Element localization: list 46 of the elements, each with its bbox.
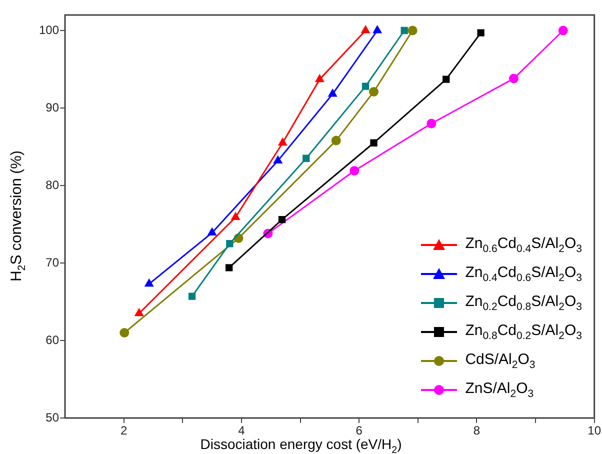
point — [426, 118, 436, 128]
legend-label: CdS/Al$_{2}$O$_{3}$ — [465, 350, 536, 370]
point — [477, 29, 484, 36]
legend-label: ZnS/Al$_{2}$O$_{3}$ — [465, 380, 534, 400]
y-tick-label: 80 — [46, 178, 60, 192]
point — [188, 292, 196, 300]
x-tick-label: 8 — [473, 424, 480, 438]
point — [278, 138, 287, 146]
point — [442, 76, 450, 83]
point — [350, 166, 360, 176]
x-tick-label: 4 — [238, 424, 246, 438]
point — [231, 212, 240, 220]
point — [370, 139, 378, 146]
point — [361, 26, 370, 34]
y-tick-label: 90 — [46, 100, 60, 114]
x-tick-label: 6 — [356, 424, 363, 438]
y-tick-label: 50 — [46, 410, 60, 424]
point — [226, 240, 234, 248]
point — [120, 328, 130, 338]
point — [328, 89, 337, 97]
point — [558, 26, 568, 36]
legend-label: Zn$_{0.8}$Cd$_{0.2}$S/Al$_{2}$O$_{3}$ — [465, 322, 582, 342]
point — [373, 26, 382, 34]
legend-label: Zn$_{0.6}$Cd$_{0.4}$S/Al$_{2}$O$_{3}$ — [465, 234, 582, 254]
y-tick-label: 100 — [38, 22, 60, 37]
legend-label: Zn$_{0.4}$Cd$_{0.6}$S/Al$_{2}$O$_{3}$ — [465, 264, 582, 284]
point — [226, 264, 233, 272]
legend-label: Zn$_{0.2}$Cd$_{0.8}$S/Al$_{2}$O$_{3}$ — [465, 292, 582, 312]
point — [362, 82, 370, 90]
point — [134, 308, 144, 316]
point — [315, 74, 324, 82]
y-tick-label: 60 — [46, 332, 60, 347]
point — [408, 26, 418, 36]
point — [278, 216, 286, 224]
x-tick-label: 2 — [120, 424, 128, 438]
point — [208, 228, 216, 236]
y-tick-label: 70 — [46, 255, 60, 270]
point — [369, 86, 379, 96]
x-axis-title: Dissociation energy cost (eV/H$_{2}$) — [199, 436, 403, 454]
point — [144, 279, 154, 287]
point — [509, 74, 518, 84]
point — [302, 154, 310, 162]
point — [274, 156, 282, 164]
point — [400, 26, 408, 34]
point — [331, 136, 341, 146]
x-tick-label: 10 — [588, 424, 602, 438]
